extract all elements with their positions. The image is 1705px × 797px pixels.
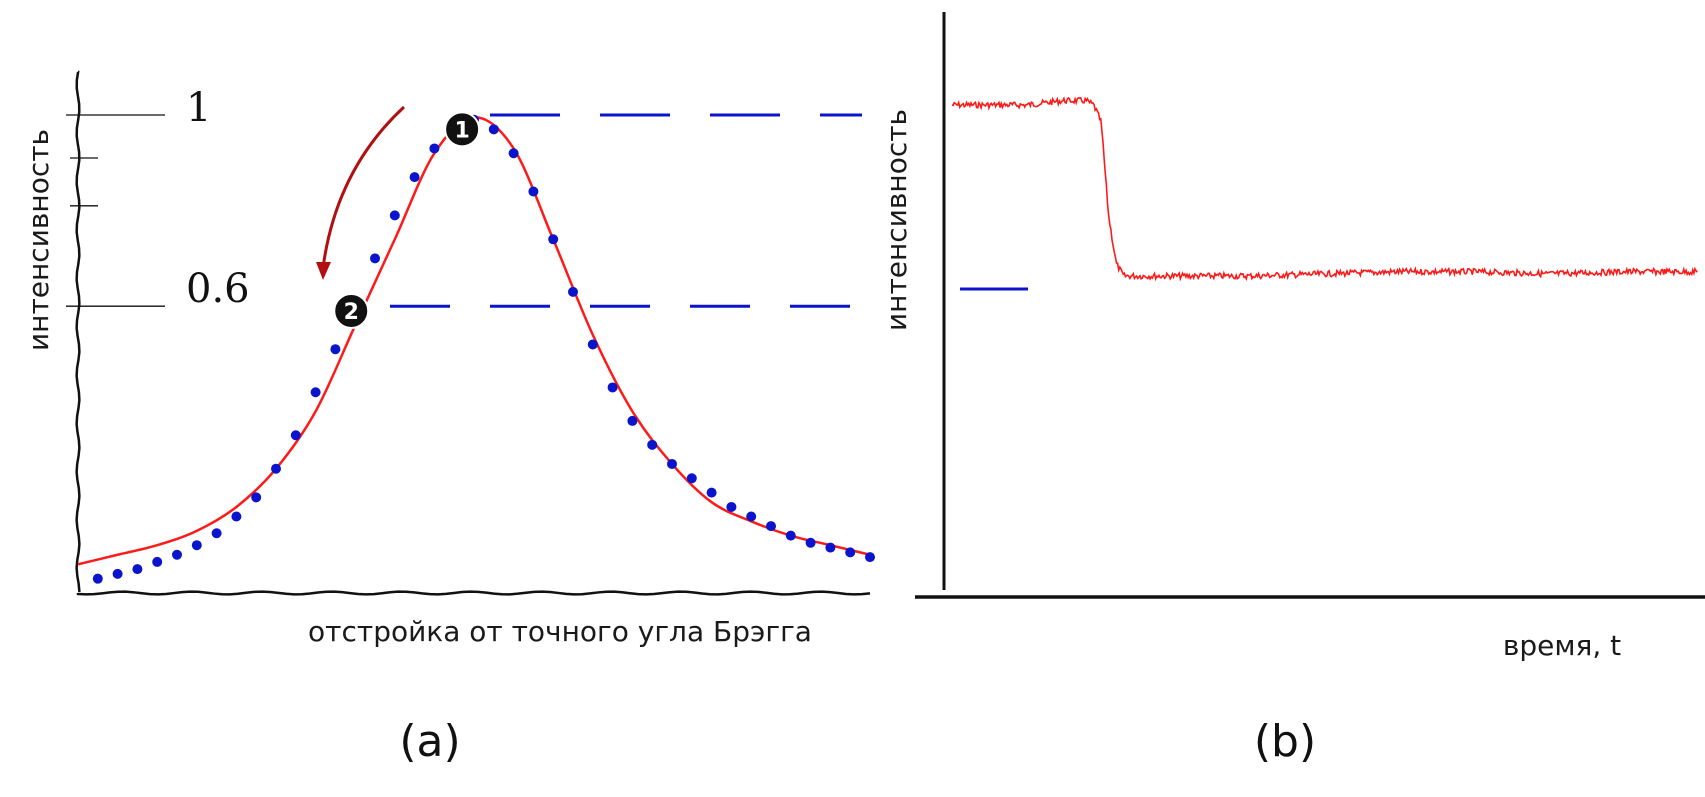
panel-a-data-dot xyxy=(587,339,598,350)
panel-a-reference-dashes xyxy=(390,113,870,308)
panel-a-data-dot xyxy=(191,540,202,551)
panel-a-data-dot xyxy=(310,387,321,398)
panel-a-data-dot xyxy=(865,552,875,563)
panel-a-data-dot xyxy=(785,530,796,541)
panel-a-point-markers: 12 xyxy=(333,111,481,329)
panel-a-data-dot xyxy=(409,172,420,183)
panel-a-arrowhead xyxy=(316,262,331,280)
panel-a-red-curve xyxy=(77,116,871,566)
panel-a-x-axis xyxy=(76,590,871,596)
panel-b-label: (b) xyxy=(1254,716,1316,767)
panel-a-data-dot xyxy=(706,487,717,498)
panel-a-marker-1-label: 1 xyxy=(454,118,469,143)
panel-a-data-dot xyxy=(627,415,638,426)
panel-a-data-dot xyxy=(92,573,103,584)
panel-a-label: (a) xyxy=(399,716,460,767)
panel-a-data-dot xyxy=(211,528,222,539)
panel-a-data-dot xyxy=(766,521,776,532)
panel-a-y-axis-title: интенсивность xyxy=(22,129,55,351)
panel-a-curved-arrow xyxy=(321,105,406,269)
panel-a-data-dot xyxy=(389,210,400,221)
panel-a-data-dot xyxy=(746,511,757,522)
panel-a-marker-2-label: 2 xyxy=(344,300,359,325)
panel-a-data-dot xyxy=(251,492,262,503)
panel-a-data-dot xyxy=(528,186,539,197)
panel-a-data-dot xyxy=(647,439,658,450)
panel-a-data-dot xyxy=(132,564,143,575)
panel-a-marker-2 xyxy=(333,292,370,329)
panel-a-data-dot xyxy=(488,124,499,135)
panel-a-data-dot xyxy=(330,344,341,355)
panel-a-data-dot xyxy=(112,568,123,579)
panel-a-chart: 12 1 0.6 интенсивность отстройка от точн… xyxy=(22,70,875,767)
panel-a-data-dot xyxy=(845,547,856,558)
panel-b-red-curve xyxy=(951,96,1698,282)
panel-a-data-dot xyxy=(686,473,697,484)
panel-a-blue-dots xyxy=(92,114,875,584)
panel-a-data-dot xyxy=(568,286,578,297)
panel-b-y-axis-title: интенсивность xyxy=(880,109,913,331)
panel-a-tick-label-0-6: 0.6 xyxy=(186,266,250,312)
panel-a-marker-1 xyxy=(444,111,481,148)
panel-a-data-dot xyxy=(805,537,816,548)
panel-a-data-dot xyxy=(231,511,242,522)
panel-a-tick-label-1: 1 xyxy=(186,85,211,131)
panel-a-data-dot xyxy=(152,556,163,567)
panel-a-y-ticks xyxy=(66,114,165,307)
panel-a-data-dot xyxy=(271,463,281,474)
panel-b-x-axis-title: время, t xyxy=(1503,629,1621,662)
panel-a-data-dot xyxy=(726,501,737,512)
panel-a-data-dot xyxy=(667,458,677,469)
panel-a-data-dot xyxy=(548,234,559,245)
panel-a-y-axis xyxy=(75,70,81,593)
panel-a-data-dot xyxy=(172,549,182,560)
panel-a-x-axis-title: отстройка от точного угла Брэгга xyxy=(308,615,812,648)
panel-a-data-dot xyxy=(508,148,519,159)
panel-b-chart: интенсивность время, t (b) xyxy=(880,12,1705,767)
panel-a-data-dot xyxy=(370,253,380,264)
panel-a-data-dot xyxy=(607,382,618,393)
panel-a-data-dot xyxy=(825,542,836,553)
panel-a-data-dot xyxy=(429,143,440,154)
panel-a-data-dot xyxy=(290,430,301,441)
